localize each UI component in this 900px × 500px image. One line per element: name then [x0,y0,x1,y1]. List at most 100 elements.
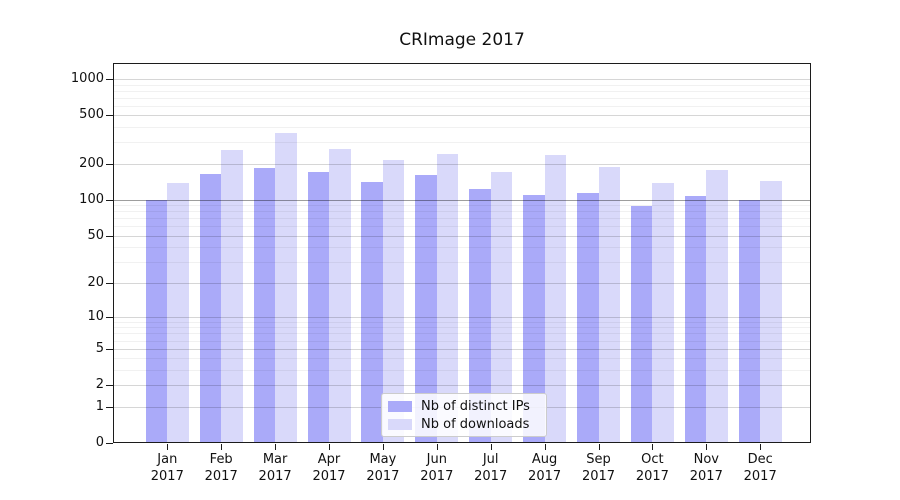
bar-downloads-feb [221,149,243,443]
x-tick-mark [167,444,169,450]
bar-downloads-jul [490,171,513,443]
y-tick-label-0: 0 [95,435,104,450]
y-tick-label-2: 2 [95,377,104,393]
x-tick-label-oct: Oct 2017 [635,452,669,484]
y-tick-mark [106,443,113,444]
bar-distinct-ips-jul [469,188,491,443]
y-tick-label-1: 1 [95,398,104,414]
x-tick-mark [490,444,492,450]
x-tick-label-jun: Jun 2017 [420,452,454,484]
y-tick-label-100: 100 [79,191,104,207]
x-tick-label-jul: Jul 2017 [474,452,508,484]
gridline-minor [113,321,811,323]
x-tick-mark [706,444,708,450]
bar-downloads-oct [652,183,674,443]
x-tick-label-mar: Mar 2017 [258,452,292,484]
y-tick-mark [106,385,113,387]
gridline-minor [113,340,811,342]
y-tick-mark [106,406,113,408]
gridline-50 [113,235,811,237]
plot-area: Nb of distinct IPs Nb of downloads [113,63,811,443]
gridline-20 [113,282,811,284]
bars-layer [113,63,811,443]
y-tick-mark [106,199,113,201]
x-tick-mark [329,444,330,450]
bar-distinct-ips-nov [684,196,707,443]
bar-downloads-nov [706,169,728,443]
x-tick-label-nov: Nov 2017 [689,452,723,484]
y-tick-mark [106,348,113,350]
bar-distinct-ips-jan [145,199,168,443]
bar-distinct-ips-sep [577,192,599,443]
gridline-minor [113,218,811,220]
gridline-5 [113,348,811,350]
legend-label-distinct-ips: Nb of distinct IPs [421,398,530,414]
gridline-minor [113,84,811,86]
gridline-minor [113,142,811,144]
gridline-minor [113,127,811,129]
bar-distinct-ips-apr [307,172,329,443]
gridline-10 [113,316,811,318]
x-tick-mark [275,444,277,450]
gridline-500 [113,115,811,117]
legend-swatch-distinct-ips [388,400,412,412]
gridline-minor [113,333,811,335]
bar-downloads-sep [598,167,620,443]
x-tick-mark [221,444,223,450]
bar-downloads-mar [275,132,297,443]
x-tick-label-jan: Jan 2017 [150,452,184,484]
x-tick-mark [436,444,438,450]
gridline-100 [113,199,811,201]
bar-downloads-dec [760,180,782,443]
legend: Nb of distinct IPs Nb of downloads [381,393,547,437]
y-tick-label-200: 200 [79,155,104,171]
y-tick-mark [106,78,113,80]
grid-layer [113,63,811,443]
bar-distinct-ips-jun [415,174,437,443]
gridline-minor [113,247,811,249]
legend-swatch-downloads [388,418,412,430]
bar-distinct-ips-dec [738,199,761,443]
x-tick-mark [382,444,384,450]
y-tick-mark [106,316,113,318]
y-tick-label-10: 10 [87,308,104,324]
x-tick-label-aug: Aug 2017 [528,452,562,484]
y-tick-label-20: 20 [87,274,104,290]
gridline-minor [113,211,811,213]
bar-distinct-ips-may [361,182,383,443]
x-tick-label-sep: Sep 2017 [581,452,616,484]
x-tick-label-dec: Dec 2017 [743,452,777,484]
y-tick-label-50: 50 [87,227,104,243]
gridline-1000 [113,78,811,80]
x-tick-mark [598,444,600,450]
bar-downloads-apr [329,148,351,443]
x-tick-label-feb: Feb 2017 [204,452,238,484]
gridline-200 [113,163,811,165]
bar-downloads-jan [167,182,189,443]
y-tick-label-1000: 1000 [70,70,104,86]
gridline-minor [113,205,811,207]
gridline-minor [113,226,811,228]
gridline-minor [113,358,811,360]
y-tick-mark [106,115,113,117]
legend-item-distinct-ips: Nb of distinct IPs [388,399,540,414]
bar-distinct-ips-feb [199,173,222,443]
y-tick-mark [106,282,113,284]
gridline-minor [113,327,811,329]
legend-item-downloads: Nb of downloads [388,417,540,432]
gridline-minor [113,262,811,263]
bar-downloads-may [382,160,405,443]
bar-distinct-ips-mar [253,167,276,443]
x-tick-label-may: May 2017 [366,452,400,484]
x-tick-mark [652,444,654,450]
gridline-2 [113,385,811,387]
y-tick-label-500: 500 [79,107,104,123]
gridline-minor [113,369,811,371]
y-tick-mark [106,163,113,165]
bar-downloads-jun [436,154,459,443]
x-tick-mark [760,444,762,450]
bar-distinct-ips-aug [523,195,545,443]
y-tick-label-5: 5 [95,340,104,356]
legend-label-downloads: Nb of downloads [421,416,530,432]
bar-downloads-aug [544,154,567,443]
